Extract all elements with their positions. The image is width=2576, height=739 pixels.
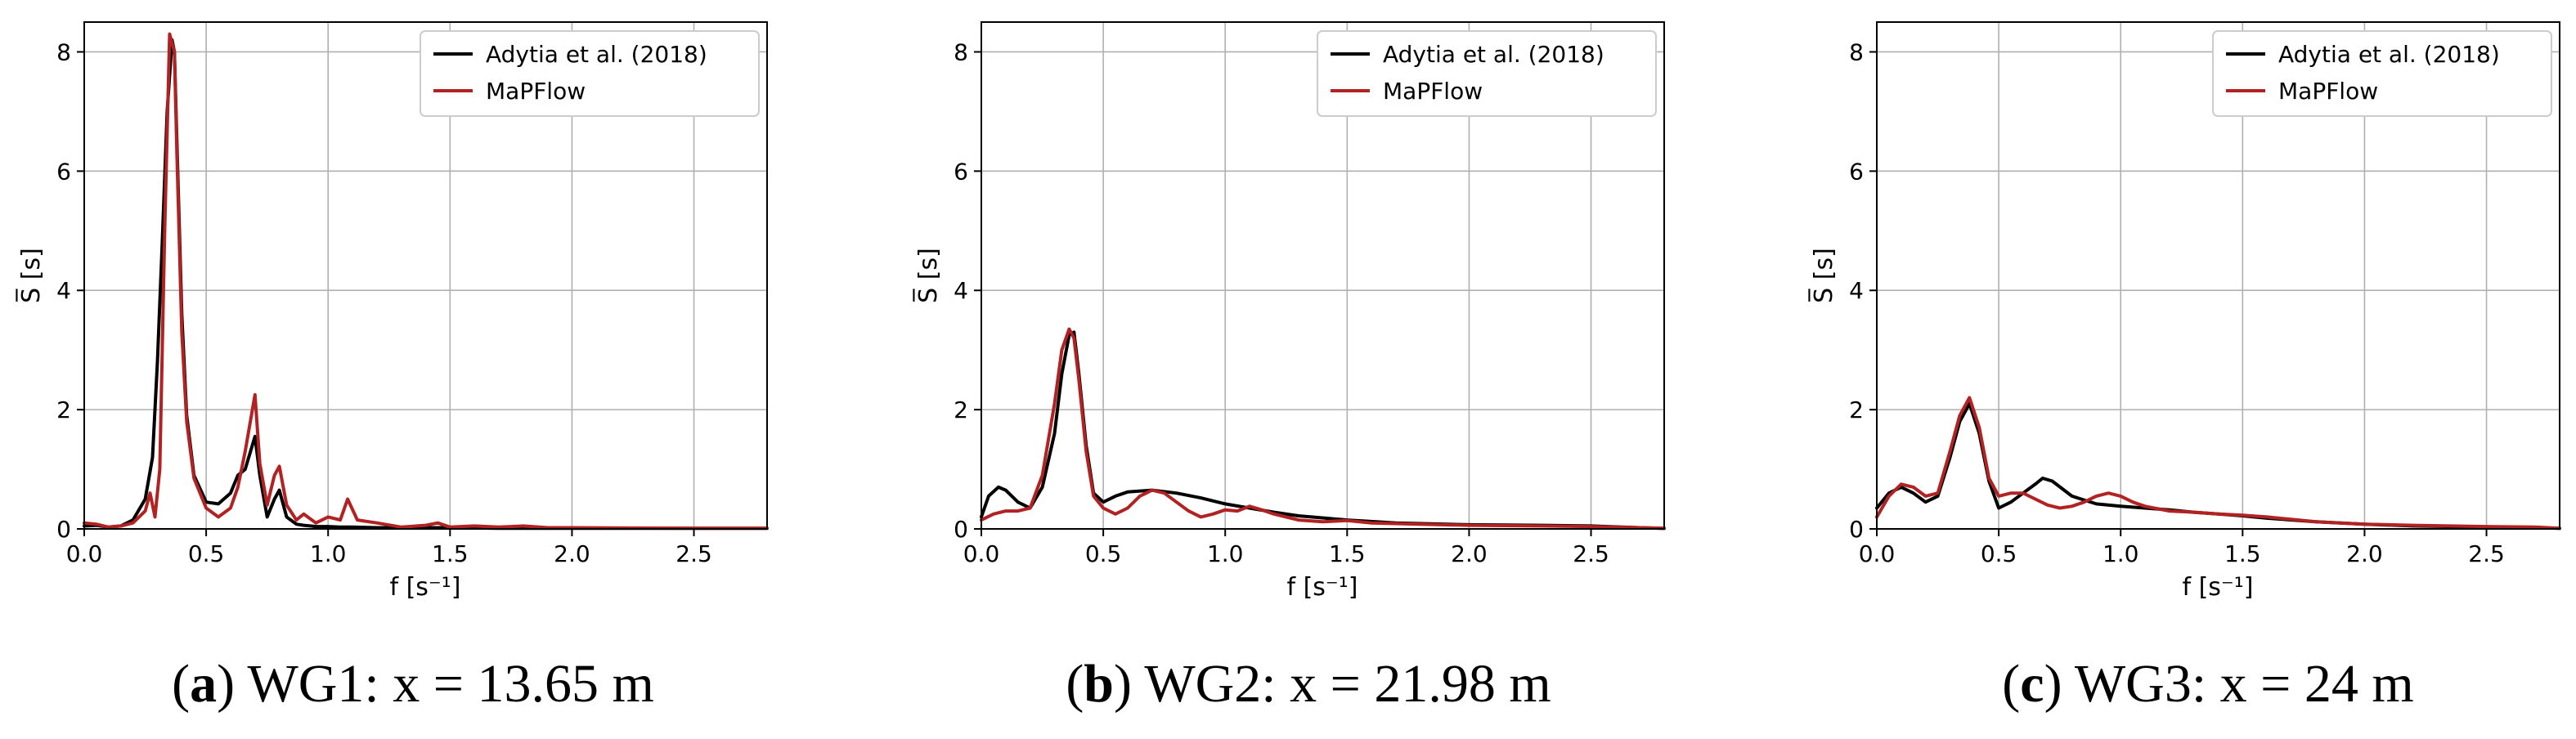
x-axis-label: f [s⁻¹] [390,573,461,602]
svg-text:(c) WG3: x = 24 m: (c) WG3: x = 24 m [2002,654,2413,714]
svg-text:(a) WG1: x = 13.65 m: (a) WG1: x = 13.65 m [172,654,654,714]
legend: Adytia et al. (2018) MaPFlow [1317,30,1657,117]
legend-label-mapflow: MaPFlow [486,78,586,105]
x-tick-label: 0.0 [963,540,1000,567]
x-tick-label: 0.5 [188,540,225,567]
tick-marks [77,51,695,536]
series-lines [83,32,769,531]
legend-label-mapflow: MaPFlow [1383,78,1483,105]
y-axis-label: S̅ [s] [16,248,46,303]
x-tick-label: 1.5 [432,540,469,567]
x-tick-label: 1.0 [2103,540,2139,567]
caption-letter: b [1084,654,1114,714]
x-tick-label: 2.0 [2346,540,2383,567]
y-tick-label: 2 [1849,396,1864,423]
y-tick-label: 2 [56,396,71,423]
tick-marks [1869,51,2488,536]
y-tick-label: 8 [954,38,968,65]
x-tick-label: 1.5 [1329,540,1366,567]
x-tick-label: 0.0 [66,540,103,567]
legend-label-adytia: Adytia et al. (2018) [1383,41,1604,68]
series-line-mapflow [83,32,769,531]
x-axis-label: f [s⁻¹] [2183,573,2254,602]
series-line-mapflow [1875,396,2561,531]
plot-frame [1876,21,2560,530]
caption-text: WG2: x = 21.98 m [1144,654,1551,714]
x-tick-label: 2.0 [1451,540,1488,567]
y-tick-label: 8 [1849,38,1864,65]
x-tick-label: 0.5 [1085,540,1122,567]
x-axis-label: f [s⁻¹] [1287,573,1358,602]
x-tick-label: 2.5 [1573,540,1609,567]
y-tick-label: 8 [56,38,71,65]
caption-a: (a) WG1: x = 13.65 m [172,654,654,714]
legend-label-mapflow: MaPFlow [2278,78,2378,105]
y-tick-labels: 0 2 4 6 8 [1849,38,1864,543]
y-tick-label: 0 [954,516,968,543]
series-lines [980,327,1666,531]
x-tick-label: 2.0 [554,540,590,567]
legend-label-adytia: Adytia et al. (2018) [486,41,707,68]
y-tick-label: 6 [56,158,71,185]
y-tick-labels: 0 2 4 6 8 [56,38,71,543]
x-tick-labels: 0.0 0.5 1.0 1.5 2.0 2.5 [66,540,712,567]
x-tick-label: 1.5 [2224,540,2261,567]
svg-text:(b) WG2: x = 21.98 m: (b) WG2: x = 21.98 m [1066,654,1551,714]
x-tick-label: 1.0 [1207,540,1244,567]
x-tick-labels: 0.0 0.5 1.0 1.5 2.0 2.5 [963,540,1609,567]
caption-b: (b) WG2: x = 21.98 m [1066,654,1551,714]
series-lines [1875,396,2561,531]
y-tick-label: 2 [954,396,968,423]
caption-letter: c [2020,654,2044,714]
plot-frame [981,21,1665,530]
y-tick-label: 4 [56,277,71,304]
plot-frame [83,21,768,530]
x-tick-label: 0.0 [1859,540,1896,567]
y-tick-labels: 0 2 4 6 8 [954,38,968,543]
caption-text: WG1: x = 13.65 m [247,654,653,714]
x-tick-label: 0.5 [1981,540,2017,567]
legend-box [1317,30,1657,117]
series-line-mapflow [980,327,1666,531]
legend-box [2212,30,2552,117]
x-tick-label: 2.5 [2468,540,2505,567]
legend: Adytia et al. (2018) MaPFlow [2212,30,2552,117]
y-tick-label: 6 [954,158,968,185]
y-tick-label: 4 [954,277,968,304]
legend-box [420,30,760,117]
tick-marks [974,51,1592,536]
x-tick-label: 1.0 [310,540,347,567]
legend-label-adytia: Adytia et al. (2018) [2278,41,2500,68]
caption-c: (c) WG3: x = 24 m [2002,654,2413,714]
y-axis-label: S̅ [s] [913,248,943,303]
caption-text: WG3: x = 24 m [2075,654,2414,714]
x-tick-labels: 0.0 0.5 1.0 1.5 2.0 2.5 [1859,540,2505,567]
y-tick-label: 0 [56,516,71,543]
y-axis-label: S̅ [s] [1808,248,1838,303]
y-tick-label: 6 [1849,158,1864,185]
x-tick-label: 2.5 [675,540,712,567]
y-tick-label: 4 [1849,277,1864,304]
caption-letter: a [190,654,217,714]
legend: Adytia et al. (2018) MaPFlow [420,30,760,117]
y-tick-label: 0 [1849,516,1864,543]
